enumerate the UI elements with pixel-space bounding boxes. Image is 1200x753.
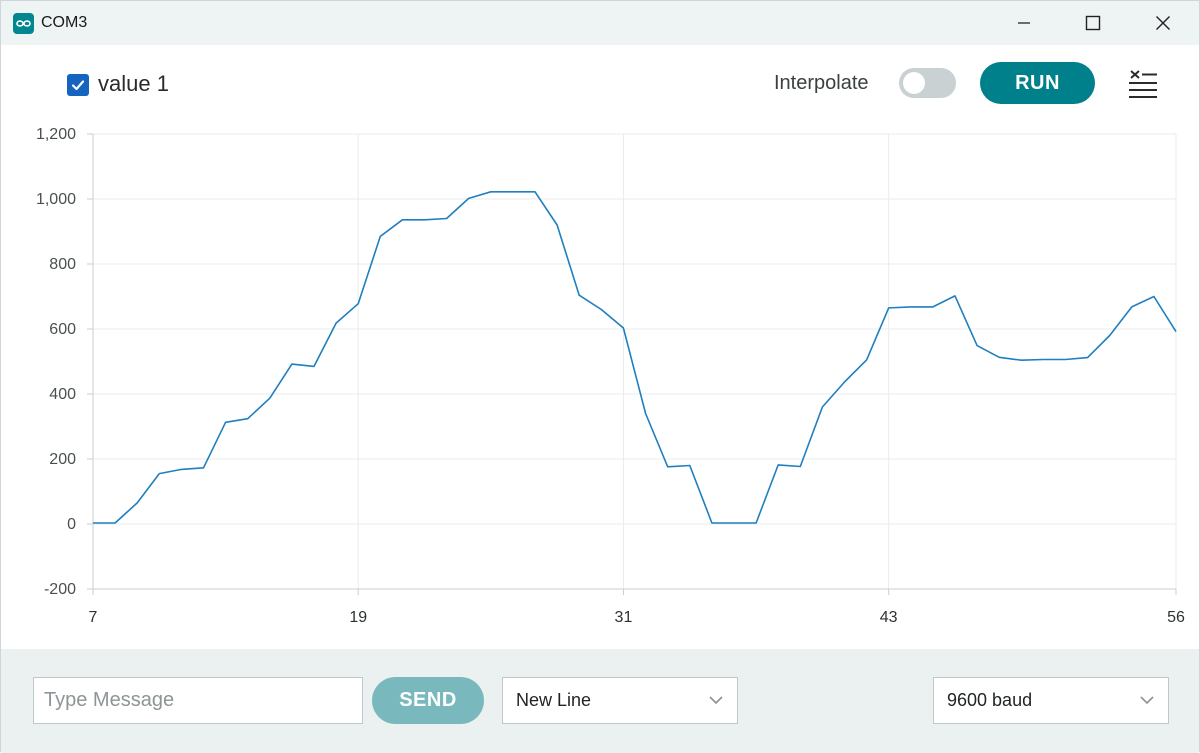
- close-button[interactable]: [1128, 1, 1198, 45]
- run-button[interactable]: RUN: [980, 62, 1095, 104]
- x-tick-label: 56: [1167, 609, 1185, 626]
- minimize-icon: [1018, 22, 1030, 24]
- x-tick-label: 7: [89, 609, 98, 626]
- clear-plot-button[interactable]: [1125, 67, 1161, 99]
- y-tick-label: 200: [49, 451, 76, 468]
- close-icon: [1156, 16, 1170, 30]
- message-input[interactable]: [33, 677, 363, 724]
- window-title: COM3: [41, 14, 88, 31]
- series-legend-label[interactable]: value 1: [98, 71, 169, 96]
- chevron-down-icon: [709, 696, 723, 705]
- y-tick-label: 600: [49, 321, 76, 338]
- y-tick-label: -200: [44, 581, 76, 598]
- series-checkbox[interactable]: [67, 74, 89, 96]
- line-chart: 1,200 1,000 800 600 400 200 0 -200 7 19 31 43 56: [36, 126, 1185, 626]
- y-tick-label: 0: [67, 516, 76, 533]
- maximize-icon: [1085, 15, 1101, 31]
- interpolate-toggle[interactable]: [899, 68, 956, 98]
- checkmark-icon: [71, 80, 85, 91]
- baud-rate-value: 9600 baud: [947, 690, 1033, 710]
- maximize-button[interactable]: [1058, 1, 1128, 45]
- y-tick-label: 800: [49, 256, 76, 273]
- send-button[interactable]: SEND: [372, 677, 484, 724]
- x-tick-label: 19: [349, 609, 367, 626]
- y-tick-label: 1,200: [36, 126, 76, 143]
- minimize-button[interactable]: [989, 1, 1059, 45]
- chevron-down-icon: [1140, 696, 1154, 705]
- toggle-knob: [903, 72, 925, 94]
- line-ending-select[interactable]: New Line: [502, 677, 738, 724]
- baud-rate-select[interactable]: 9600 baud: [933, 677, 1169, 724]
- series-line-value-1: [93, 191, 1177, 524]
- x-tick-label: 31: [615, 609, 633, 626]
- interpolate-label: Interpolate: [774, 72, 869, 94]
- line-ending-value: New Line: [516, 690, 592, 710]
- y-tick-label: 400: [49, 386, 76, 403]
- arduino-logo-icon: [13, 13, 34, 34]
- title-bar: COM3: [1, 1, 1199, 45]
- x-tick-label: 43: [880, 609, 898, 626]
- y-tick-label: 1,000: [36, 191, 76, 208]
- clear-list-icon: [1129, 70, 1157, 98]
